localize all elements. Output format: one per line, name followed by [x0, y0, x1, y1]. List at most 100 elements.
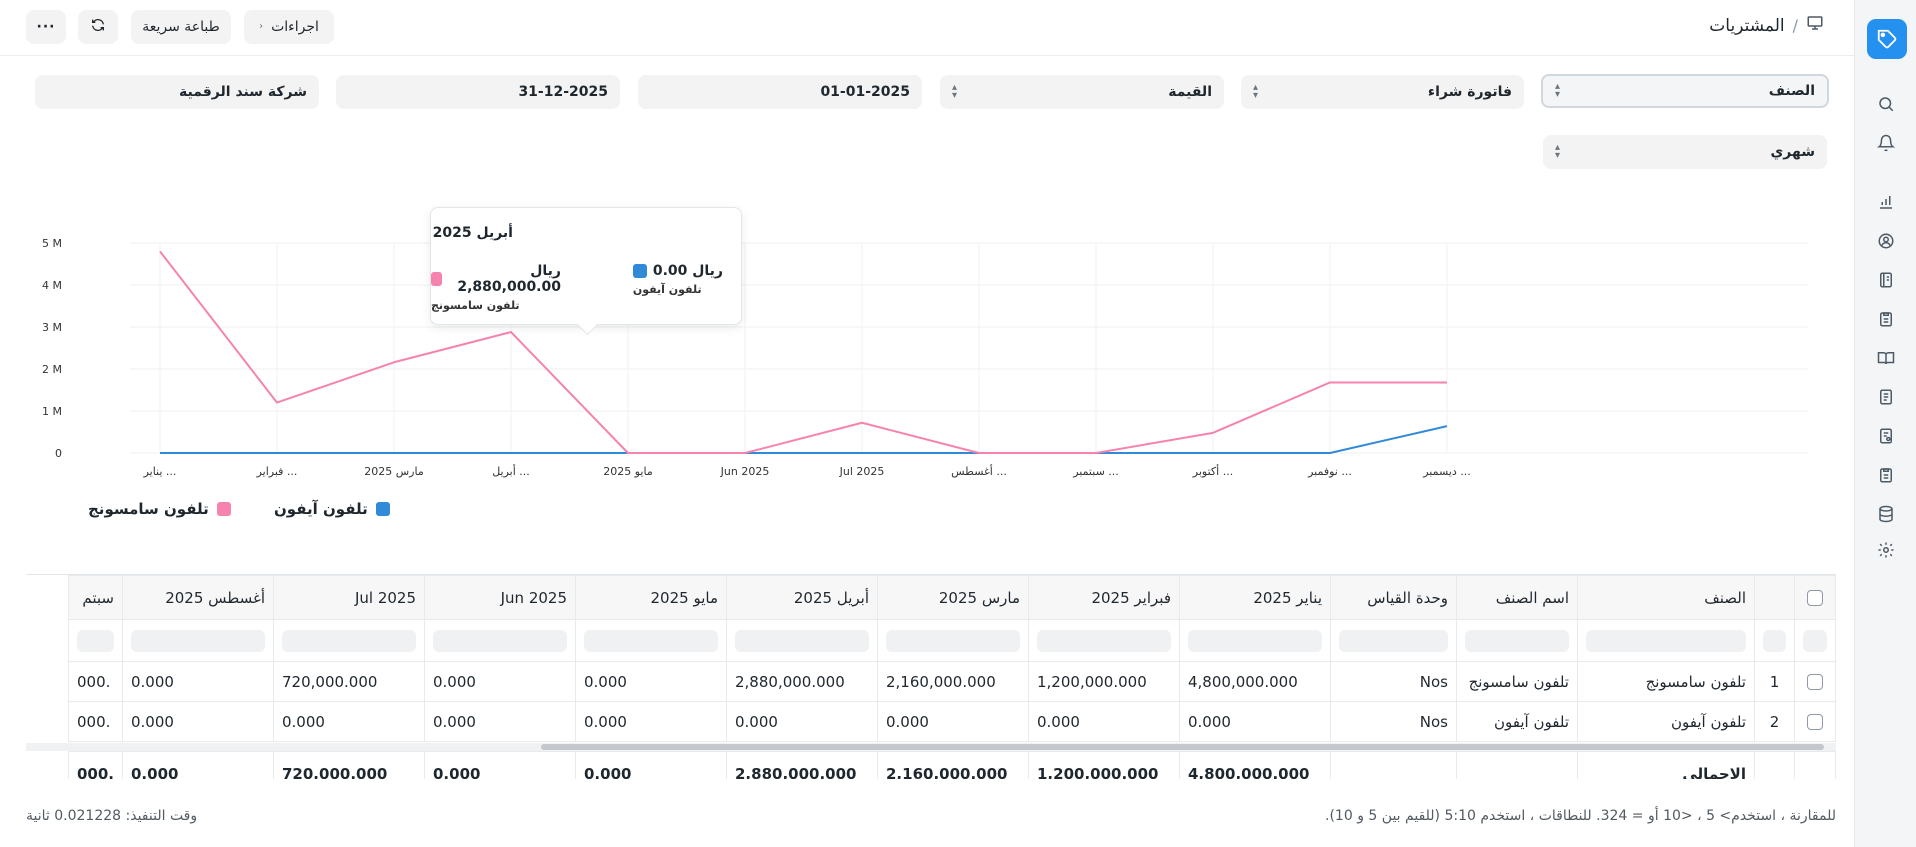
bar-chart-icon[interactable]	[1876, 192, 1896, 212]
row-checkbox[interactable]	[1807, 674, 1823, 690]
filter-cell	[575, 619, 727, 662]
total-sep: .000	[67, 751, 124, 779]
notebook-icon[interactable]	[1876, 270, 1896, 290]
row-select-cell	[1794, 701, 1836, 742]
bell-icon[interactable]	[1876, 133, 1896, 153]
column-filter-input[interactable]	[886, 629, 1020, 652]
settings-gear-icon[interactable]	[1876, 540, 1896, 560]
scrollbar-thumb[interactable]	[541, 744, 1824, 750]
clipboard-icon[interactable]	[1876, 309, 1896, 329]
series-line	[159, 250, 1447, 454]
column-filter-input[interactable]	[1763, 629, 1786, 652]
column-header-jul[interactable]: Jul 2025	[273, 575, 425, 620]
select-all-checkbox[interactable]	[1807, 590, 1823, 606]
search-icon[interactable]	[1876, 94, 1896, 114]
column-filter-input[interactable]	[131, 629, 265, 652]
to-date-input[interactable]: 31-12-2025	[336, 75, 620, 109]
column-filter-input[interactable]	[282, 629, 416, 652]
measure-filter-select[interactable]: ▴ ▾ القيمة	[940, 75, 1224, 109]
cell-uom: Nos	[1330, 661, 1457, 702]
measure-filter-value: القيمة	[1168, 84, 1212, 100]
doc-type-filter-select[interactable]: ▴ ▾ فاتورة شراء	[1241, 75, 1524, 109]
cell-item[interactable]: تلفون سامسونج	[1577, 661, 1755, 702]
column-filter-input[interactable]	[433, 629, 567, 652]
cell-sep: .000	[67, 701, 124, 742]
report-table-wrapper: الصنف اسم الصنف وحدة القياس يناير 2025 ف…	[26, 574, 1836, 779]
column-filter-input[interactable]	[1339, 629, 1448, 652]
column-header-item[interactable]: الصنف	[1577, 575, 1755, 620]
cell-jun: 0.000	[424, 661, 576, 702]
checklist-icon[interactable]	[1876, 465, 1896, 485]
cell-jan: 4,800,000.000	[1179, 661, 1331, 702]
monitor-icon[interactable]	[1806, 14, 1824, 37]
refresh-button[interactable]	[78, 10, 118, 44]
cell-mar: 0.000	[877, 701, 1029, 742]
iphone-legend-swatch	[375, 502, 390, 516]
legend-item-iphone[interactable]: تلفون آيفون	[274, 500, 390, 518]
series-line	[160, 425, 1448, 454]
column-filter-input[interactable]	[76, 629, 114, 652]
filter-help-note: للمقارنة ، استخدم> 5 ، <10 أو = 324. للن…	[1325, 808, 1836, 824]
company-filter-input[interactable]: شركة سند الرقمية	[35, 75, 319, 109]
row-checkbox[interactable]	[1807, 714, 1823, 730]
column-header-sep[interactable]: سبتم	[67, 575, 124, 620]
column-filter-input[interactable]	[1465, 629, 1569, 652]
quick-print-label: طباعة سريعة	[142, 19, 220, 35]
actions-button[interactable]: اجراءات ‹	[244, 10, 334, 44]
cell-item[interactable]: تلفون آيفون	[1577, 701, 1755, 742]
column-filter-input[interactable]	[1586, 629, 1746, 652]
column-header-mar[interactable]: مارس 2025	[877, 575, 1029, 620]
user-circle-icon[interactable]	[1876, 231, 1896, 251]
tooltip-item-value-row: ريال 0.00	[632, 263, 723, 279]
column-filter-input[interactable]	[584, 629, 718, 652]
table-header-row: الصنف اسم الصنف وحدة القياس يناير 2025 ف…	[67, 575, 1836, 620]
x-tick-label: نوفمبر ...	[1307, 465, 1352, 478]
column-filter-input[interactable]	[735, 629, 869, 652]
column-header-aug[interactable]: أغسطس 2025	[122, 575, 274, 620]
x-tick-label: ديسمبر ...	[1422, 465, 1471, 478]
document-icon[interactable]	[1876, 387, 1896, 407]
purchases-line-chart: 0 1 M 2 M 3 M 4 M 5 M يناير ... فبراير ... مارس …	[42, 237, 1808, 478]
app-logo-tag-icon[interactable]	[1867, 19, 1907, 59]
execution-time: وقت التنفيذ: 0.021228 ثانية	[26, 808, 198, 824]
table-row[interactable]: 1 تلفون سامسونج تلفون سامسونج Nos 4,800,…	[67, 661, 1836, 702]
column-header-jun[interactable]: Jun 2025	[424, 575, 576, 620]
total-feb: 1,200,000.000	[1028, 751, 1180, 779]
more-menu-button[interactable]: ···	[26, 10, 66, 44]
total-empty-cell	[1456, 751, 1578, 779]
item-filter-select[interactable]: ▴ ▾ الصنف	[1541, 74, 1829, 108]
company-filter-value: شركة سند الرقمية	[179, 84, 307, 100]
column-filter-input[interactable]	[1803, 629, 1827, 652]
column-filter-input[interactable]	[1188, 629, 1322, 652]
cell-item-name: تلفون سامسونج	[1456, 661, 1578, 702]
column-header-apr[interactable]: أبريل 2025	[726, 575, 878, 620]
period-filter-select[interactable]: ▴ ▾ شهري	[1543, 135, 1827, 169]
from-date-input[interactable]: 01-01-2025	[638, 75, 922, 109]
x-tick-label: Jul 2025	[839, 465, 885, 478]
y-tick-label: 4 M	[42, 279, 62, 292]
breadcrumb-separator: /	[1792, 16, 1798, 35]
page-title[interactable]: المشتريات	[1709, 15, 1785, 36]
x-tick-label: مايو 2025	[603, 465, 653, 478]
column-header-jan[interactable]: يناير 2025	[1179, 575, 1331, 620]
column-header-item-name[interactable]: اسم الصنف	[1456, 575, 1578, 620]
cell-sep: .000	[67, 661, 124, 702]
samsung-legend-swatch	[216, 502, 231, 516]
table-horizontal-scrollbar[interactable]	[26, 743, 1836, 751]
book-open-icon[interactable]	[1876, 348, 1896, 368]
x-tick-label: مارس 2025	[364, 465, 424, 478]
total-empty-cell	[1794, 751, 1836, 779]
page-header: / المشتريات اجراءات ‹ طباعة سريعة ···	[0, 0, 1854, 56]
quick-print-button[interactable]: طباعة سريعة	[131, 10, 231, 44]
total-empty-cell	[1330, 751, 1457, 779]
column-header-may[interactable]: مايو 2025	[575, 575, 727, 620]
column-header-uom[interactable]: وحدة القياس	[1330, 575, 1457, 620]
receipt-icon[interactable]	[1876, 426, 1896, 446]
column-header-feb[interactable]: فبراير 2025	[1028, 575, 1180, 620]
legend-item-samsung[interactable]: تلفون سامسونج	[88, 500, 231, 518]
column-filter-input[interactable]	[1037, 629, 1171, 652]
x-tick-label: Jun 2025	[720, 465, 770, 478]
table-row[interactable]: 2 تلفون آيفون تلفون آيفون Nos 0.000 0.00…	[67, 701, 1836, 742]
database-icon[interactable]	[1876, 504, 1896, 524]
total-jun: 0.000	[424, 751, 576, 779]
